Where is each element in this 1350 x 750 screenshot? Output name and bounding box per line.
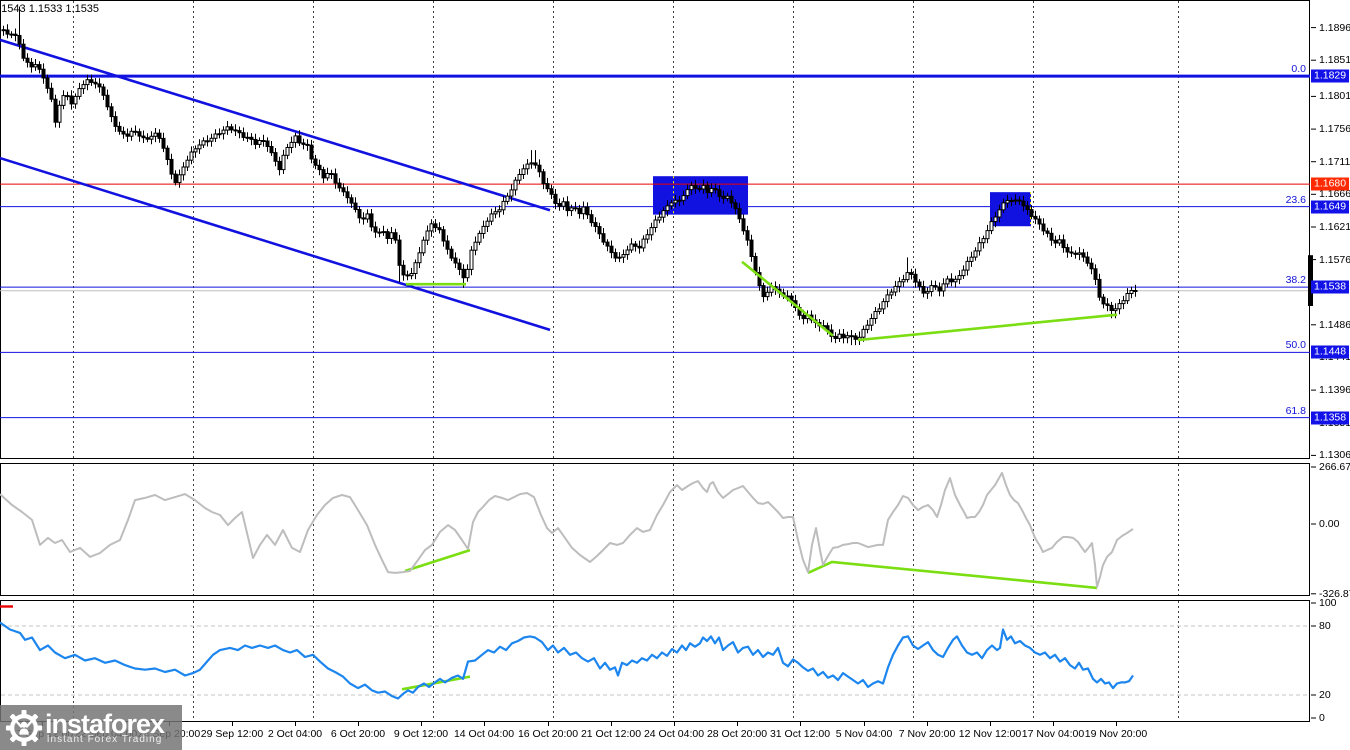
logo-tagline: Instant Forex Trading — [46, 733, 163, 745]
ohlc-readout: 1.1543 1.1533 1.1535 — [0, 3, 100, 15]
logo-text: instaforex — [45, 708, 165, 739]
instaforex-logo: instaforex Instant Forex Trading — [0, 705, 182, 750]
gear-person-icon — [5, 709, 43, 746]
